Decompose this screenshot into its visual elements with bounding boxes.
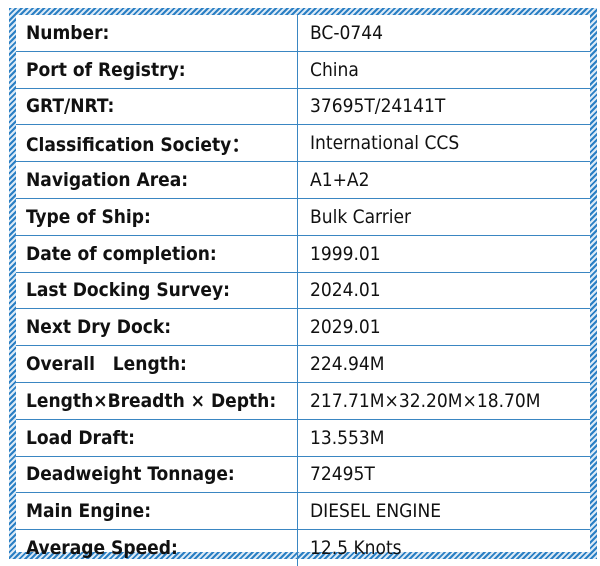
table-row: GRT/NRT: 37695T/24141T: [16, 87, 590, 126]
spec-label: Classification Society：: [16, 124, 298, 163]
table-row: Date of completion: 1999.01: [16, 234, 590, 273]
spec-label: Main Engine:: [16, 492, 298, 531]
table-row: Number: BC-0744: [16, 15, 590, 52]
spec-value: 12.5 Knots: [297, 529, 590, 566]
spec-value: 217.71M×32.20M×18.70M: [297, 381, 590, 420]
table-row: Classification Society： International CCS: [16, 124, 590, 163]
spec-value: 72495T: [297, 455, 590, 494]
spec-value: Bulk Carrier: [297, 197, 590, 236]
spec-value: China: [297, 50, 590, 89]
spec-label: Overall Length:: [16, 345, 298, 383]
spec-label: Navigation Area:: [16, 161, 298, 199]
spec-value: DIESEL ENGINE: [297, 492, 590, 531]
spec-value: BC-0744: [297, 15, 590, 52]
spec-label: Type of Ship:: [16, 197, 298, 236]
spec-value: 13.553M: [297, 418, 590, 457]
spec-label: Deadweight Tonnage:: [16, 455, 298, 494]
spec-value: A1+A2: [297, 161, 590, 199]
spec-value: 2029.01: [297, 308, 590, 347]
table-container: Number: BC-0744 Port of Registry: China GRT/…: [16, 15, 590, 566]
table-row: Load Draft: 13.553M: [16, 418, 590, 457]
spec-value: 37695T/24141T: [297, 87, 590, 126]
spec-value: International CCS: [297, 124, 590, 163]
hatched-table-frame: Number: BC-0744 Port of Registry: China GRT/…: [9, 8, 597, 566]
table-row: Last Docking Survey: 2024.01: [16, 271, 590, 310]
spec-label: Last Docking Survey:: [16, 271, 298, 310]
table-row: Type of Ship: Bulk Carrier: [16, 197, 590, 236]
table-row: Length×Breadth × Depth: 217.71M×32.20M×18…: [16, 381, 590, 420]
table-row: Overall Length: 224.94M: [16, 345, 590, 383]
spec-label: Date of completion:: [16, 234, 298, 273]
spec-label: Length×Breadth × Depth:: [16, 381, 298, 420]
table-row: Navigation Area: A1+A2: [16, 161, 590, 199]
spec-value: 2024.01: [297, 271, 590, 310]
spec-label: GRT/NRT:: [16, 87, 298, 126]
table-row: Port of Registry: China: [16, 50, 590, 89]
spec-value: 224.94M: [297, 345, 590, 383]
table-row: Average Speed: 12.5 Knots: [16, 529, 590, 566]
spec-label: Number:: [16, 15, 298, 52]
spec-value: 1999.01: [297, 234, 590, 273]
ship-specs-table: Number: BC-0744 Port of Registry: China GRT/…: [16, 15, 590, 566]
table-row: Deadweight Tonnage: 72495T: [16, 455, 590, 494]
spec-label: Port of Registry:: [16, 50, 298, 89]
table-row: Next Dry Dock: 2029.01: [16, 308, 590, 347]
spec-label: Load Draft:: [16, 418, 298, 457]
spec-label: Next Dry Dock:: [16, 308, 298, 347]
spec-label: Average Speed:: [16, 529, 298, 566]
table-row: Main Engine: DIESEL ENGINE: [16, 492, 590, 531]
